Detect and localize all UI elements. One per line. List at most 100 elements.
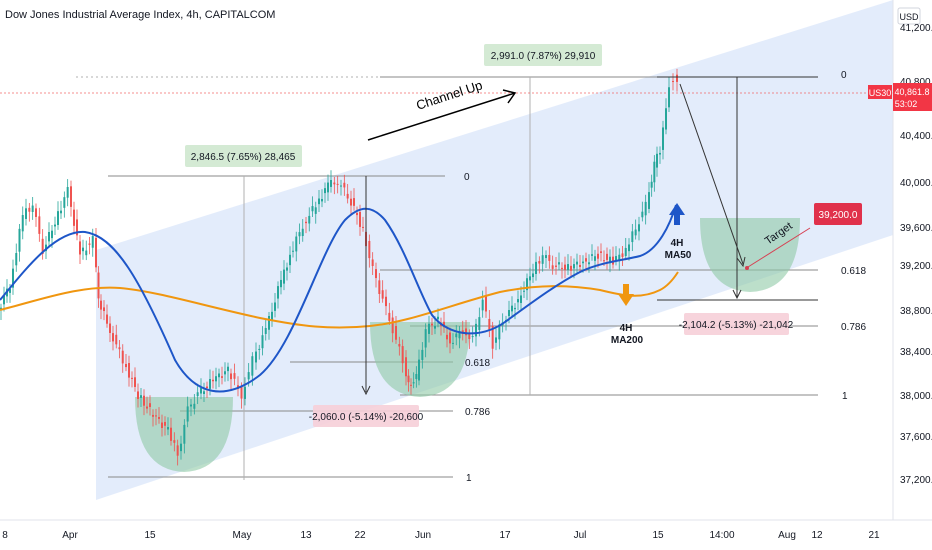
price-tick: 40,400.0 xyxy=(900,131,932,142)
candle-body xyxy=(381,290,384,299)
channel-up-label: Channel Up xyxy=(414,77,484,112)
candle-body xyxy=(431,323,433,326)
target-price-tag xyxy=(814,203,862,225)
candle-body xyxy=(183,424,186,444)
candle-body xyxy=(628,244,630,252)
candle-body xyxy=(244,386,246,399)
price-tick: 39,200.0 xyxy=(900,261,932,272)
candle-body xyxy=(567,264,569,271)
candle-body xyxy=(180,443,182,452)
chart-title: Dow Jones Industrial Average Index, 4h, … xyxy=(5,9,275,21)
date-tick: 21 xyxy=(868,530,880,541)
candle-body xyxy=(318,198,320,205)
candle-body xyxy=(164,421,166,426)
candle-body xyxy=(149,403,151,408)
candle-body xyxy=(615,256,617,261)
candle-body xyxy=(340,185,342,187)
candle-body xyxy=(289,254,291,266)
candle-body xyxy=(495,337,497,343)
candle-body xyxy=(274,302,276,311)
price-ticks: 41,200.0 40,800.0 40,400.0 40,000.0 39,600.0… xyxy=(900,23,932,486)
candle-body xyxy=(63,197,66,208)
candle-body xyxy=(88,243,91,245)
candle-body xyxy=(346,193,349,199)
candle-body xyxy=(594,256,596,261)
candle-body xyxy=(538,261,541,264)
candle-body xyxy=(97,272,100,299)
candle-body xyxy=(212,379,214,382)
candle-body xyxy=(18,228,21,252)
ma200-label-name: MA200 xyxy=(611,335,644,346)
price-tick: 40,800.0 xyxy=(900,77,932,88)
candle-body xyxy=(155,415,157,417)
candle-body xyxy=(25,208,27,219)
candle-body xyxy=(233,373,236,379)
fib-1-level-0: 0 xyxy=(464,172,470,183)
candle-body xyxy=(517,299,519,303)
candle-body xyxy=(200,388,202,394)
last-price-tag xyxy=(893,83,932,111)
candle-body xyxy=(91,236,94,248)
candle-body xyxy=(491,326,494,349)
candle-body xyxy=(209,379,211,389)
candle-body xyxy=(573,264,575,269)
candle-body xyxy=(12,268,14,288)
candle-body xyxy=(277,286,279,299)
candle-body xyxy=(621,253,624,257)
currency-box[interactable] xyxy=(897,7,921,25)
candle-body xyxy=(391,317,394,334)
candle-body xyxy=(255,351,257,363)
candle-body xyxy=(152,414,154,417)
ma50-label-4h: 4H xyxy=(671,238,684,249)
candle-body xyxy=(375,269,377,279)
candle-body xyxy=(79,241,81,255)
rise-2-text: 2,991.0 (7.87%) 29,910 xyxy=(491,51,596,62)
candle-body xyxy=(54,224,56,227)
candle-body xyxy=(190,404,192,407)
drop-box-1 xyxy=(313,405,419,427)
candle-body xyxy=(134,377,136,387)
candle-body xyxy=(618,254,621,262)
candle-body xyxy=(350,198,352,206)
candle-body xyxy=(588,262,590,265)
rise-box-1 xyxy=(185,145,302,167)
candle-body xyxy=(498,324,501,340)
candle-body xyxy=(405,357,407,377)
candle-body xyxy=(35,208,37,217)
candle-body xyxy=(576,261,578,265)
countdown: 53:02 xyxy=(895,99,918,109)
candle-body xyxy=(240,386,243,399)
candle-body xyxy=(264,327,267,334)
candle-body xyxy=(131,377,133,379)
date-tick: 17 xyxy=(499,530,511,541)
candle-body xyxy=(597,253,599,259)
candle-body xyxy=(193,403,196,409)
ma200-label-4h: 4H xyxy=(620,323,633,334)
candle-body xyxy=(508,310,510,317)
candle-body xyxy=(109,323,111,333)
fib-1-level-1: 1 xyxy=(466,473,472,484)
date-tick: Jun xyxy=(415,530,431,541)
candle-body xyxy=(327,182,329,193)
candle-body xyxy=(137,391,139,399)
candle-body xyxy=(115,334,118,345)
price-tick: 39,600.0 xyxy=(900,223,932,234)
candle-body xyxy=(585,258,587,262)
time-axis: 8 Apr 15 May 13 22 Jun 17 Jul 15 14:00 Aug 12 21 xyxy=(2,530,880,541)
candle-body xyxy=(258,348,261,350)
candle-body xyxy=(51,230,53,239)
candle-body xyxy=(321,198,323,202)
candle-body xyxy=(672,81,674,83)
candle-body xyxy=(665,108,667,130)
candle-body xyxy=(103,307,105,312)
date-tick: Jul xyxy=(574,530,587,541)
candle-body xyxy=(532,273,534,278)
candle-body xyxy=(66,187,69,198)
candle-body xyxy=(298,232,301,237)
candle-body xyxy=(418,359,420,381)
measure-guides xyxy=(0,76,893,480)
candle-body xyxy=(161,422,163,428)
candle-body xyxy=(48,232,50,242)
candle-body xyxy=(407,375,410,383)
